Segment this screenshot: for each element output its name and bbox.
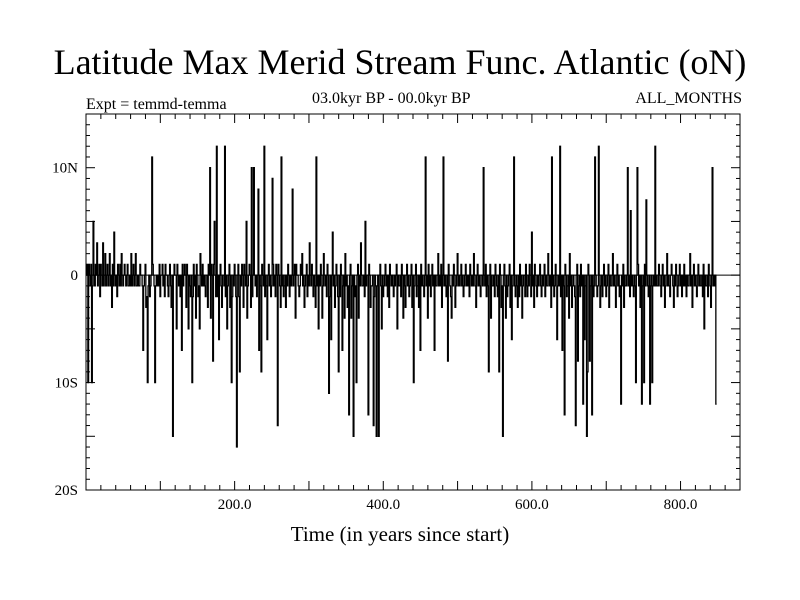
plot-frame	[85, 113, 741, 491]
y-tick-label: 0	[71, 268, 79, 284]
y-tick-label: 10S	[55, 376, 78, 392]
experiment-label: Expt = temmd-temma	[86, 96, 227, 113]
x-tick-label: 400.0	[366, 497, 400, 513]
months-label: ALL_MONTHS	[635, 90, 742, 107]
x-tick-label: 600.0	[515, 497, 549, 513]
x-tick-label: 200.0	[218, 497, 252, 513]
chart-title: Latitude Max Merid Stream Func. Atlantic…	[53, 42, 747, 82]
period-label: 03.0kyr BP - 00.0kyr BP	[312, 90, 471, 107]
y-tick-label: 20S	[55, 483, 78, 499]
x-tick-label: 800.0	[664, 497, 698, 513]
x-axis-label: Time (in years since start)	[290, 522, 510, 546]
series-line-temmd-temma	[85, 145, 717, 448]
tick-labels: 200.0 400.0 600.0 800.0 10N 0 10S 20S	[52, 161, 697, 513]
y-tick-label: 10N	[52, 161, 78, 177]
